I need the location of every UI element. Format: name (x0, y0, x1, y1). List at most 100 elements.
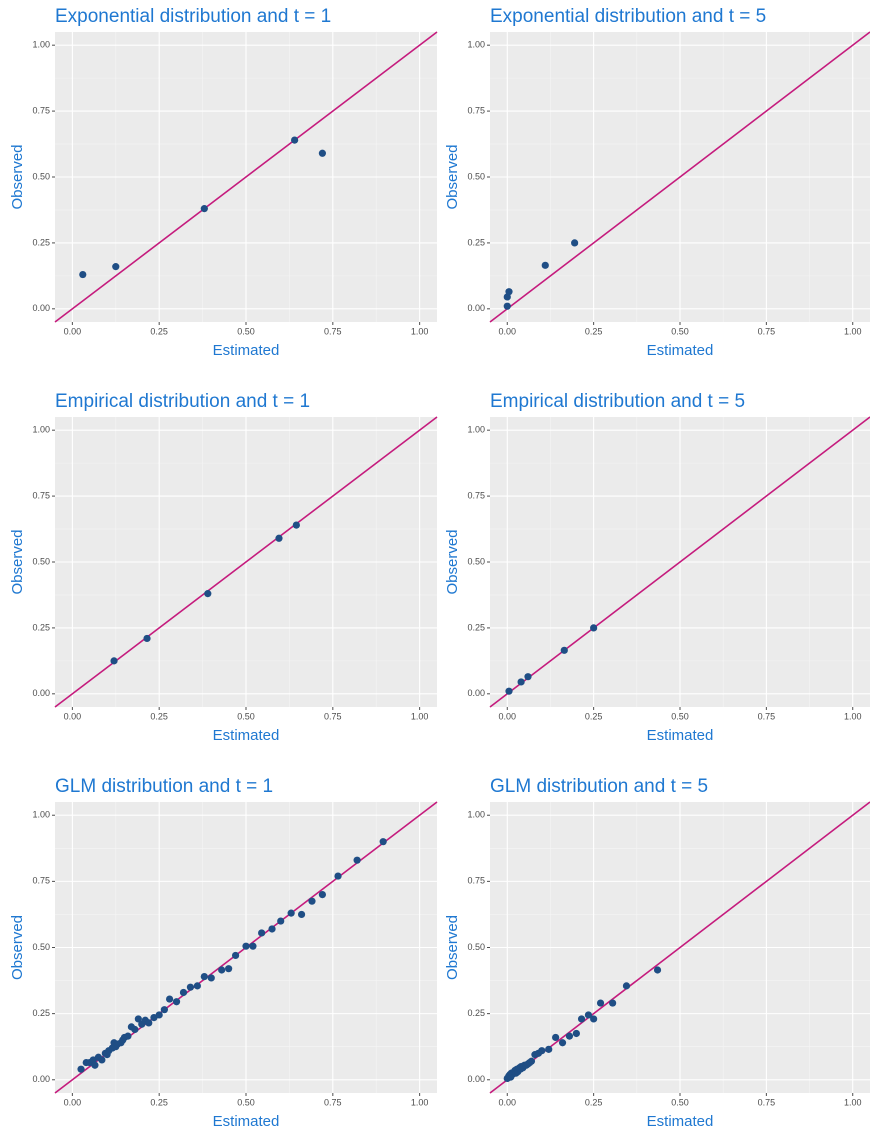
x-tick-label: 0.25 (585, 711, 603, 721)
panel: GLM distribution and t = 5 0.00 0.25 0.50 0.… (444, 776, 870, 1130)
point (653, 966, 662, 974)
chart-title: Empirical distribution and t = 1 (55, 391, 310, 412)
point (179, 988, 188, 997)
point (565, 1032, 574, 1040)
panel: Empirical distribution and t = 1 0.00 0.25… (9, 391, 438, 744)
point (124, 1032, 132, 1040)
x-tick-label: 0.00 (64, 1097, 82, 1107)
point (291, 136, 299, 144)
y-tick-label: 1.00 (467, 425, 485, 435)
point (596, 999, 605, 1007)
reference-line (54, 416, 438, 708)
point (505, 288, 513, 296)
point (308, 897, 316, 905)
point (98, 1056, 106, 1064)
x-tick-label: 1.00 (844, 326, 862, 336)
x-tick-label: 0.00 (499, 1097, 517, 1107)
x-tick-label: 1.00 (411, 326, 429, 336)
point (143, 634, 151, 643)
y-tick-label: 1.00 (32, 810, 50, 820)
y-tick-label: 0.00 (467, 303, 485, 313)
x-axis-label: Estimated (647, 342, 714, 359)
point (541, 261, 549, 269)
y-tick-label: 0.25 (32, 237, 50, 247)
panel: Exponential distribution and t = 5 0.00 0.… (444, 6, 870, 359)
point (268, 925, 276, 933)
y-axis-label: Observed (444, 915, 461, 980)
x-tick-label: 0.50 (671, 1097, 689, 1107)
point (318, 149, 326, 157)
reference-line (489, 416, 870, 708)
y-tick-label: 0.00 (467, 688, 485, 698)
point (225, 965, 233, 973)
point (200, 205, 208, 213)
point (571, 239, 579, 247)
reference-line (54, 31, 438, 323)
x-axis-label: Estimated (647, 727, 714, 744)
x-tick-label: 0.00 (499, 711, 517, 721)
point (249, 942, 257, 950)
point (524, 673, 532, 681)
y-tick-label: 0.50 (32, 556, 50, 566)
point (231, 951, 240, 960)
x-axis-label: Estimated (213, 342, 280, 359)
point (572, 1029, 580, 1038)
point (110, 657, 118, 665)
x-tick-label: 0.50 (237, 326, 255, 336)
y-tick-label: 0.75 (467, 876, 485, 886)
point (112, 263, 120, 271)
y-tick-label: 0.50 (32, 942, 50, 952)
point (297, 910, 306, 919)
point (379, 838, 387, 846)
point (558, 1039, 567, 1047)
x-tick-label: 0.50 (671, 711, 689, 721)
point (318, 890, 326, 899)
x-tick-label: 0.75 (758, 711, 776, 721)
y-tick-label: 0.25 (32, 622, 50, 632)
point (622, 982, 631, 990)
x-tick-label: 0.00 (64, 711, 82, 721)
point (242, 942, 250, 950)
point (155, 1011, 163, 1019)
reference-line (489, 31, 870, 323)
point (193, 982, 201, 990)
y-axis-label: Observed (9, 529, 26, 594)
point (577, 1015, 586, 1023)
point (334, 872, 342, 880)
point (505, 687, 513, 695)
x-tick-label: 0.75 (324, 711, 342, 721)
y-tick-label: 0.00 (32, 303, 50, 313)
point (292, 521, 300, 529)
y-tick-label: 0.75 (32, 490, 50, 500)
x-tick-label: 1.00 (844, 1097, 862, 1107)
point (584, 1011, 593, 1019)
y-tick-label: 0.75 (467, 105, 485, 115)
point (527, 1057, 536, 1065)
point (77, 1065, 85, 1073)
y-tick-label: 0.50 (467, 171, 485, 181)
y-tick-label: 0.25 (467, 237, 485, 247)
panel: Exponential distribution and t = 1 0.00 0.… (9, 6, 438, 359)
point (277, 917, 285, 925)
point (166, 995, 174, 1003)
point (552, 1033, 560, 1042)
y-tick-label: 0.50 (32, 171, 50, 181)
point (172, 998, 181, 1006)
point (545, 1045, 553, 1053)
chart-title: Empirical distribution and t = 5 (490, 391, 745, 412)
x-tick-label: 0.25 (585, 326, 603, 336)
y-tick-label: 1.00 (32, 425, 50, 435)
point (258, 929, 266, 937)
point (590, 624, 598, 632)
point (131, 1025, 139, 1034)
y-tick-label: 0.75 (32, 105, 50, 115)
point (204, 590, 212, 598)
x-tick-label: 0.75 (324, 326, 342, 336)
x-tick-label: 0.25 (150, 326, 168, 336)
point (200, 973, 208, 981)
y-axis-label: Observed (9, 915, 26, 980)
x-tick-label: 0.50 (671, 326, 689, 336)
y-tick-label: 0.50 (467, 942, 485, 952)
x-tick-label: 1.00 (411, 711, 429, 721)
point (353, 856, 361, 864)
